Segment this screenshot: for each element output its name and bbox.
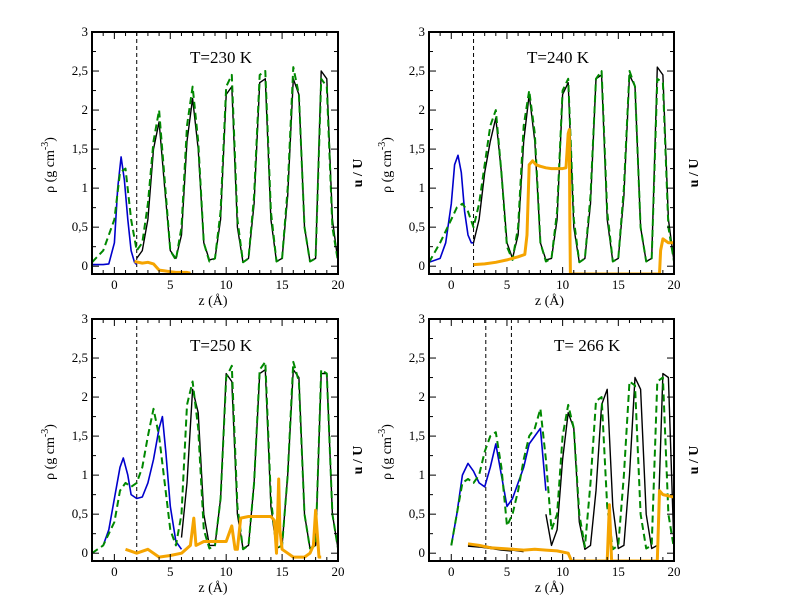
y-tick-label: 2	[419, 389, 426, 404]
chart-panel-4: 0 5 10 15 20 0 0,5 1 1,5 2 2,5 3 z (Å) ρ (g cm-3) u / …	[377, 311, 702, 596]
y-tick-label: 3	[82, 311, 89, 326]
x-tick-label: 20	[668, 277, 681, 292]
y-tick-label: 3	[419, 24, 426, 39]
series-blue	[102, 415, 183, 550]
y-tick-label: 1	[82, 180, 89, 195]
y2-axis-title: u / U	[351, 159, 366, 188]
y-tick-label: 0	[419, 258, 426, 273]
series-orange	[467, 489, 674, 561]
x-tick-label: 5	[167, 564, 174, 579]
y-tick-label: 3	[82, 24, 89, 39]
series-green	[92, 66, 338, 264]
series-black	[472, 66, 674, 263]
panel-title: T=240 K	[527, 48, 590, 67]
y-tick-label: 2	[82, 102, 89, 117]
series-blue	[429, 154, 474, 264]
series-blue	[450, 427, 547, 546]
series-black	[136, 70, 338, 263]
y-tick-label: 3	[419, 311, 426, 326]
series-blue	[92, 156, 138, 266]
x-tick-label: 20	[332, 564, 345, 579]
series-black	[545, 372, 674, 550]
series-green	[450, 376, 674, 551]
chart-panel-3: 0 5 10 15 20 0 0,5 1 1,5 2 2,5 3 z (Å) ρ (g cm-3) u / …	[40, 311, 366, 596]
y-tick-label: 1	[419, 180, 426, 195]
y-tick-label: 1,5	[409, 428, 425, 443]
series-green	[429, 70, 674, 264]
y-tick-label: 2,5	[409, 350, 425, 365]
x-tick-label: 0	[448, 277, 455, 292]
x-tick-label: 15	[276, 277, 289, 292]
x-tick-label: 20	[668, 564, 681, 579]
x-tick-label: 10	[220, 277, 233, 292]
x-tick-label: 15	[276, 564, 289, 579]
y-tick-label: 0,5	[409, 219, 425, 234]
series-orange	[125, 477, 322, 559]
y2-axis-title: u / U	[687, 159, 702, 188]
y-tick-label: 2	[82, 389, 89, 404]
y-tick-label: 0,5	[409, 506, 425, 521]
series-green	[92, 360, 338, 555]
x-tick-label: 10	[556, 277, 569, 292]
series-orange	[473, 128, 674, 274]
x-axis-title: z (Å)	[535, 580, 564, 596]
y-tick-label: 0	[419, 545, 426, 560]
series-orange	[134, 260, 191, 274]
y-axis-title: ρ (g cm-3)	[40, 424, 58, 480]
y-tick-label: 0,5	[72, 506, 88, 521]
x-tick-label: 5	[167, 277, 174, 292]
x-tick-label: 20	[332, 277, 345, 292]
y-tick-label: 2	[419, 102, 426, 117]
y-tick-label: 2,5	[72, 63, 88, 78]
chart-panel-1: 0 5 10 15 20 0 0,5 1 1,5 2 2,5 3 z (Å) ρ (g cm-3) u / …	[40, 24, 366, 309]
x-tick-label: 10	[220, 564, 233, 579]
y-tick-label: 0	[82, 258, 89, 273]
y-tick-label: 1,5	[409, 141, 425, 156]
x-tick-label: 5	[504, 277, 511, 292]
x-tick-label: 5	[504, 564, 511, 579]
panel-title: T= 266 K	[554, 336, 621, 355]
y-tick-label: 1,5	[72, 428, 88, 443]
y2-axis-title: u / U	[687, 446, 702, 475]
y-tick-label: 2,5	[72, 350, 88, 365]
x-tick-label: 0	[448, 564, 455, 579]
x-tick-label: 15	[612, 277, 625, 292]
chart-panel-2: 0 5 10 15 20 0 0,5 1 1,5 2 2,5 3 z (Å) ρ (g cm-3) u / …	[377, 24, 702, 309]
y-tick-label: 0	[82, 545, 89, 560]
panel-title: T=250 K	[190, 336, 253, 355]
x-tick-label: 0	[111, 564, 118, 579]
x-axis-title: z (Å)	[198, 580, 227, 596]
y-axis-title: ρ (g cm-3)	[40, 137, 58, 193]
y-axis-title: ρ (g cm-3)	[377, 137, 395, 193]
x-axis-title: z (Å)	[198, 293, 227, 309]
x-tick-label: 0	[111, 277, 118, 292]
y-tick-label: 2,5	[409, 63, 425, 78]
x-axis-title: z (Å)	[535, 293, 564, 309]
x-tick-label: 15	[612, 564, 625, 579]
y-tick-label: 1	[82, 467, 89, 482]
x-tick-label: 10	[556, 564, 569, 579]
y-tick-label: 0,5	[72, 219, 88, 234]
y-axis-title: ρ (g cm-3)	[377, 424, 395, 480]
y-tick-label: 1,5	[72, 141, 88, 156]
panel-title: T=230 K	[190, 48, 253, 67]
y-tick-label: 1	[419, 467, 426, 482]
y2-axis-title: u / U	[351, 446, 366, 475]
